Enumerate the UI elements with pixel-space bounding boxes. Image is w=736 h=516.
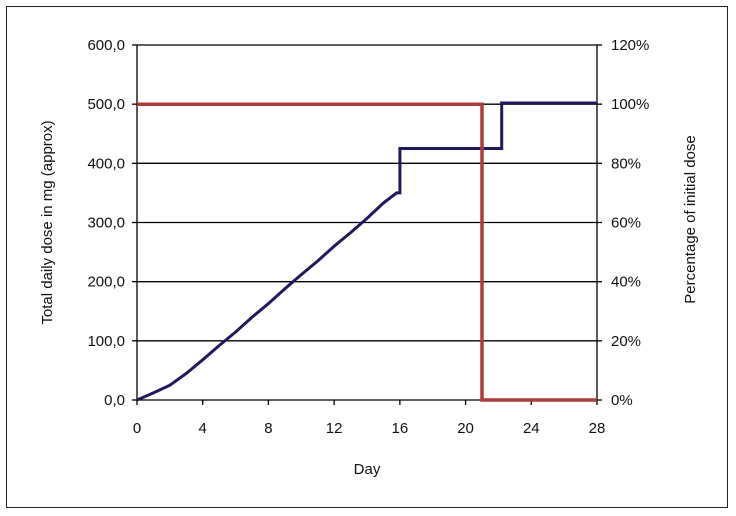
x-axis-title: Day (354, 461, 381, 478)
y-axis-title-right: Percentage of initial dose (682, 135, 699, 303)
x-tick-label: 24 (523, 420, 540, 437)
y-tick-label: 0,0 (104, 392, 125, 409)
series-line-dose (136, 101, 597, 402)
x-tick-label: 8 (264, 420, 272, 437)
y-tick-label: 200,0 (87, 274, 125, 291)
y2-tick-label: 120% (611, 37, 649, 54)
y-tick-label: 400,0 (87, 155, 125, 172)
x-tick-label: 12 (326, 420, 343, 437)
y2-tick-label: 60% (611, 215, 641, 232)
chart-frame (6, 6, 728, 508)
y2-tick-label: 100% (611, 96, 649, 113)
y2-tick-label: 0% (611, 392, 633, 409)
x-tick-label: 4 (199, 420, 207, 437)
y-tick-label: 100,0 (87, 333, 125, 350)
series-line-percentage (137, 102, 597, 402)
x-tick-label: 0 (133, 420, 141, 437)
x-tick-label: 28 (589, 420, 606, 437)
x-tick-label: 16 (392, 420, 409, 437)
x-tick-label: 20 (457, 420, 474, 437)
y2-tick-label: 40% (611, 274, 641, 291)
y-axis-title-left: Total daily dose in mg (approx) (39, 120, 56, 324)
y2-tick-label: 80% (611, 155, 641, 172)
y-tick-label: 500,0 (87, 96, 125, 113)
y2-tick-label: 20% (611, 333, 641, 350)
y-tick-label: 600,0 (87, 37, 125, 54)
y-tick-label: 300,0 (87, 215, 125, 232)
